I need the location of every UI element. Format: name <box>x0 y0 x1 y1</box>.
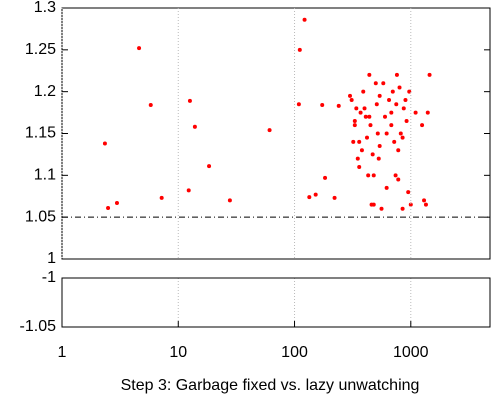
point <box>408 202 413 207</box>
point <box>413 110 418 115</box>
point <box>207 164 212 169</box>
y-tick-label: 1.05 <box>25 208 56 225</box>
point <box>381 81 386 86</box>
point <box>379 206 384 211</box>
point <box>394 102 399 107</box>
point <box>187 98 192 103</box>
point <box>377 93 382 98</box>
y-tick-label: 1.1 <box>34 167 56 184</box>
point <box>296 102 301 107</box>
point <box>297 47 302 52</box>
point <box>354 106 359 111</box>
y-tick-label: 1 <box>47 250 56 267</box>
point <box>159 195 164 200</box>
point <box>384 185 389 190</box>
point <box>102 141 107 146</box>
point <box>406 190 411 195</box>
point <box>422 198 427 203</box>
point <box>367 114 372 119</box>
point <box>349 98 354 103</box>
point <box>404 118 409 123</box>
point <box>423 202 428 207</box>
point <box>396 148 401 153</box>
point <box>383 114 388 119</box>
point <box>148 103 153 108</box>
point <box>363 114 368 119</box>
y-tick-label: 1.25 <box>25 41 56 58</box>
point <box>336 103 341 108</box>
point <box>377 144 382 149</box>
point <box>389 123 394 128</box>
y-tick-label: -1.05 <box>20 318 57 335</box>
x-tick-label: 1 <box>58 344 67 361</box>
point <box>366 173 371 178</box>
plot-frame <box>61 7 491 260</box>
point <box>420 123 425 128</box>
point <box>384 131 389 136</box>
point <box>364 135 369 140</box>
point <box>186 188 191 193</box>
point <box>114 200 119 205</box>
point <box>323 175 328 180</box>
point <box>375 131 380 136</box>
x-tick-label: 10 <box>169 344 187 361</box>
point <box>427 72 432 77</box>
point <box>192 124 197 129</box>
point <box>332 195 337 200</box>
point <box>307 195 312 200</box>
x-tick-label: 1000 <box>393 344 429 361</box>
point <box>137 46 142 51</box>
point <box>401 106 406 111</box>
point <box>359 148 364 153</box>
point <box>394 72 399 77</box>
point <box>357 164 362 169</box>
x-tick-label: 100 <box>281 344 308 361</box>
point <box>403 98 408 103</box>
point <box>302 17 307 22</box>
point <box>371 202 376 207</box>
point <box>227 198 232 203</box>
point <box>267 128 272 133</box>
point <box>320 103 325 108</box>
point <box>371 173 376 178</box>
point <box>361 89 366 94</box>
point <box>348 93 353 98</box>
point <box>376 156 381 161</box>
point <box>400 206 405 211</box>
point <box>106 205 111 210</box>
point <box>387 98 392 103</box>
y-tick-label: 1.15 <box>25 125 56 142</box>
point <box>370 152 375 157</box>
point <box>374 102 379 107</box>
point <box>313 192 318 197</box>
point <box>390 89 395 94</box>
point <box>407 89 412 94</box>
point <box>358 110 363 115</box>
point <box>400 135 405 140</box>
point <box>397 85 402 90</box>
y-tick-label: 1.2 <box>34 83 56 100</box>
point <box>396 177 401 182</box>
point <box>367 72 372 77</box>
plot-frame <box>61 277 491 328</box>
point <box>357 139 362 144</box>
point <box>389 110 394 115</box>
x-axis-label: Step 3: Garbage fixed vs. lazy unwatchin… <box>121 377 420 394</box>
point <box>352 123 357 128</box>
point <box>355 156 360 161</box>
point <box>362 106 367 111</box>
point <box>351 139 356 144</box>
point <box>392 139 397 144</box>
point <box>368 123 373 128</box>
point <box>393 173 398 178</box>
y-tick-label: 1.3 <box>34 0 56 16</box>
y-tick-label: -1 <box>42 269 56 286</box>
point <box>425 110 430 115</box>
point <box>373 81 378 86</box>
point <box>352 118 357 123</box>
point <box>398 131 403 136</box>
